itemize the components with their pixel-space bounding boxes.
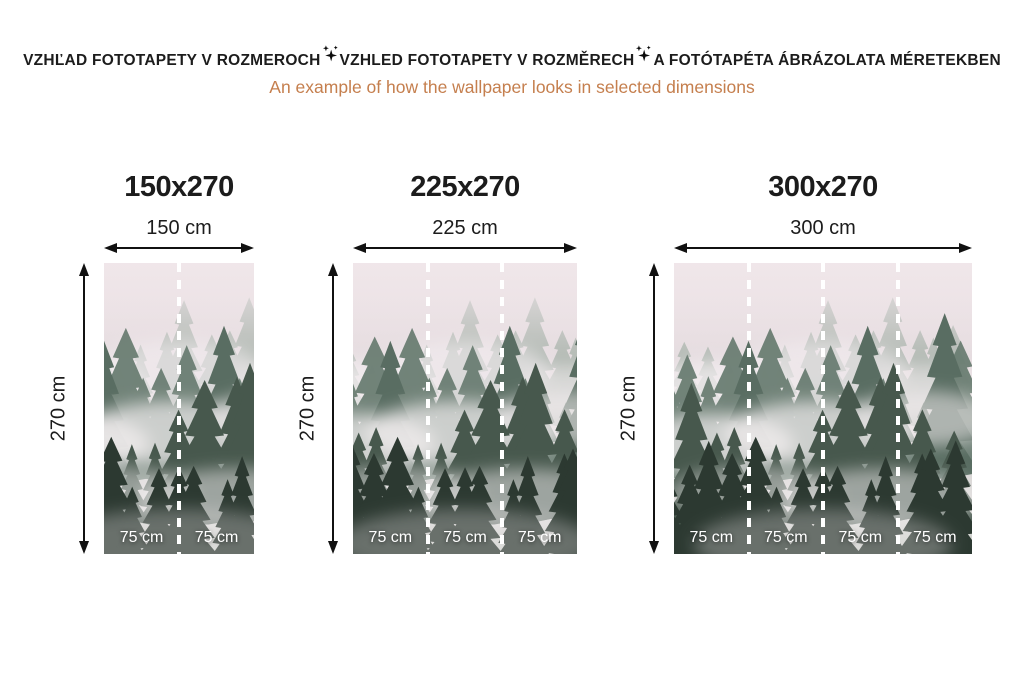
arrow-line [332,276,334,541]
height-gauge: 270 cm [612,263,674,554]
height-label: 270 cm [612,263,646,554]
header: VZHĽAD FOTOTAPETY V ROZMEROCH VZHLED FOTO… [0,45,1024,98]
panel-main: 300x270 300 cm 75 cm 75 cm 75 cm 75 cm [674,172,972,554]
arrow-down-icon [79,541,89,554]
strip-divider-line [746,263,751,554]
arrow-up-icon [328,263,338,276]
arrow-line [687,247,959,249]
panel-main: 150x270 150 cm 75 cm 75 cm [104,172,254,554]
strip-width-label: 75 cm [763,529,808,546]
strip-width-label: 75 cm [368,529,413,546]
height-gauge: 270 cm [42,263,104,554]
height-label-text: 270 cm [617,375,640,442]
height-arrow [76,263,92,554]
dimension-panel-300x270: 270 cm 300x270 300 cm 75 cm 75 cm 75 cm 75 … [612,172,972,554]
width-arrow [104,241,254,255]
strip-labels-row: 75 cm 75 cm [104,529,254,547]
strip-width-label: 75 cm [517,529,562,546]
page-title: VZHĽAD FOTOTAPETY V ROZMEROCH VZHLED FOTO… [0,45,1024,70]
strip-divider-line [895,263,900,554]
panel-title: 300x270 [768,171,878,203]
arrow-right-icon [564,243,577,253]
arrow-up-icon [649,263,659,276]
strip-width-label: 75 cm [443,529,487,546]
arrow-left-icon [104,243,117,253]
title-part-sk: VZHĽAD FOTOTAPETY V ROZMEROCH [23,52,321,69]
height-arrow [325,263,341,554]
strip-labels-row: 75 cm 75 cm 75 cm [353,529,577,547]
strip-divider-line [177,263,181,554]
strip-width-label: 75 cm [912,529,957,546]
strip-width-label: 75 cm [689,529,734,546]
page-subtitle: An example of how the wallpaper looks in… [269,77,755,97]
arrow-down-icon [328,541,338,554]
height-arrow [646,263,662,554]
width-label: 150 cm [146,217,212,239]
arrow-line [117,247,241,249]
title-part-hu: A FOTÓTAPÉTA ÁBRÁZOLATA MÉRETEKBEN [653,52,1001,69]
panel-title: 225x270 [410,171,520,203]
wallpaper-preview: 75 cm 75 cm 75 cm 75 cm [674,263,972,554]
title-part-cz: VZHLED FOTOTAPETY V ROZMĚRECH [339,52,635,69]
forest-image [353,263,577,554]
arrow-line [366,247,564,249]
arrow-up-icon [79,263,89,276]
strip-divider-line [821,263,825,554]
height-label: 270 cm [42,263,76,554]
sparkle-icon [636,45,652,62]
strip-divider-line [425,263,430,554]
height-label-text: 270 cm [47,375,70,442]
strip-width-label: 75 cm [119,529,164,546]
width-label: 300 cm [790,217,856,239]
arrow-right-icon [959,243,972,253]
strip-width-label: 75 cm [838,529,883,546]
dimension-panel-150x270: 270 cm 150x270 150 cm 75 cm 75 cm [42,172,254,554]
arrow-line [83,276,85,541]
width-arrow [674,241,972,255]
wallpaper-preview: 75 cm 75 cm 75 cm [353,263,577,554]
arrow-left-icon [674,243,687,253]
width-label: 225 cm [432,217,498,239]
strip-labels-row: 75 cm 75 cm 75 cm 75 cm [674,529,972,547]
height-label: 270 cm [291,263,325,554]
strip-divider-line [500,263,505,554]
panel-title: 150x270 [124,171,234,203]
sparkle-icon [322,45,338,62]
arrow-left-icon [353,243,366,253]
strip-width-label: 75 cm [194,529,239,546]
wallpaper-preview: 75 cm 75 cm [104,263,254,554]
panel-main: 225x270 225 cm 75 cm 75 cm 75 cm [353,172,577,554]
dimension-panel-225x270: 270 cm 225x270 225 cm 75 cm 75 cm 75 cm [291,172,577,554]
arrow-line [653,276,655,541]
arrow-right-icon [241,243,254,253]
height-gauge: 270 cm [291,263,353,554]
height-label-text: 270 cm [296,375,319,442]
arrow-down-icon [649,541,659,554]
width-arrow [353,241,577,255]
